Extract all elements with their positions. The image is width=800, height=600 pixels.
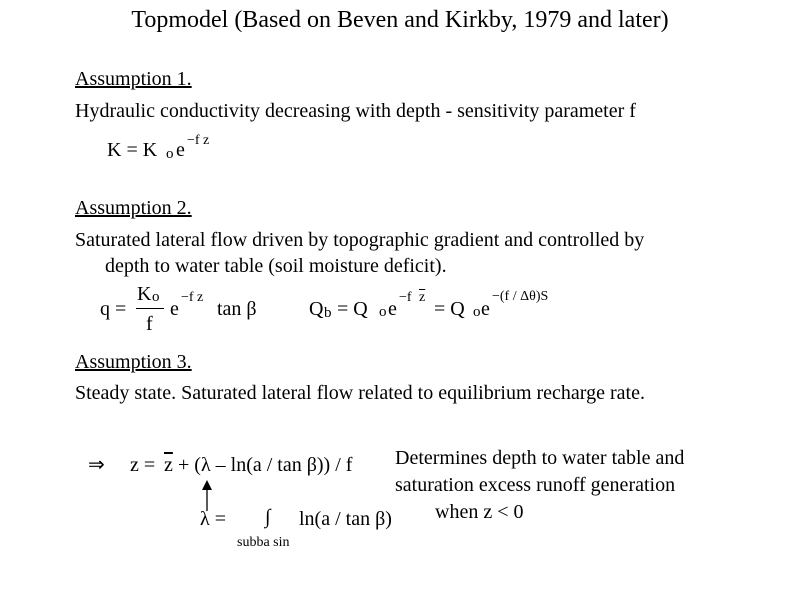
assumption-3-text: Steady state. Saturated lateral flow rel… bbox=[75, 382, 645, 404]
eq-qb-zbar: z bbox=[419, 290, 426, 305]
eq-z-lhs: z = bbox=[130, 454, 156, 476]
eq-q-num: K bbox=[137, 283, 152, 305]
eq-qb-e2: e bbox=[481, 298, 490, 320]
eq-qb-exp2: −(f / Δθ)S bbox=[492, 289, 549, 304]
eq-k-lhs: K = K bbox=[107, 139, 158, 161]
eq-k-e: e bbox=[176, 139, 185, 161]
eq-q-exp: −f z bbox=[181, 290, 204, 305]
eq-q-e: e bbox=[170, 298, 179, 320]
integral-sign: ∫ bbox=[265, 506, 271, 528]
eq-q-num-sub: o bbox=[152, 289, 160, 305]
note-line-2: saturation excess runoff generation bbox=[395, 474, 676, 496]
eq-qb-eq: = Q bbox=[337, 298, 368, 320]
eq-q-den: f bbox=[146, 313, 153, 335]
fraction-bar bbox=[136, 308, 164, 309]
up-arrow-icon bbox=[202, 480, 212, 511]
eq-z-rhs: + (λ – ln(a / tan β)) / f bbox=[178, 454, 353, 476]
note-line-1: Determines depth to water table and bbox=[395, 447, 685, 469]
assumption-3-heading: Assumption 3. bbox=[75, 351, 192, 373]
eq-qb-o: o bbox=[379, 304, 387, 320]
eq-qb-q: Q bbox=[309, 298, 324, 320]
assumption-2-text-2: depth to water table (soil moisture defi… bbox=[105, 255, 447, 277]
eq-k-exp: −f z bbox=[187, 133, 210, 148]
assumption-1-text: Hydraulic conductivity decreasing with d… bbox=[75, 100, 636, 122]
assumption-2-text-1: Saturated lateral flow driven by topogra… bbox=[75, 229, 645, 251]
note-line-3: when z < 0 bbox=[435, 501, 524, 523]
assumption-1-heading: Assumption 1. bbox=[75, 68, 192, 90]
implies-arrow: ⇒ bbox=[88, 454, 105, 476]
assumption-2-heading: Assumption 2. bbox=[75, 197, 192, 219]
eq-qb-e: e bbox=[388, 298, 397, 320]
eq-qb-sub: b bbox=[324, 305, 332, 321]
eq-q-rest: tan β bbox=[217, 298, 257, 320]
eq-lambda-lhs: λ = bbox=[200, 508, 226, 530]
eq-q-lhs: q = bbox=[100, 298, 127, 320]
eq-k-sub: o bbox=[166, 146, 174, 162]
integral-limit: subba sin bbox=[237, 535, 290, 550]
eq-lambda-rhs: ln(a / tan β) bbox=[299, 508, 392, 530]
eq-z-zbar: z bbox=[164, 454, 173, 476]
slide-title: Topmodel (Based on Beven and Kirkby, 197… bbox=[131, 7, 669, 33]
eq-qb-o2: o bbox=[473, 304, 481, 320]
eq-qb-exp1: −f bbox=[399, 290, 412, 305]
eq-qb-eq2: = Q bbox=[434, 298, 465, 320]
